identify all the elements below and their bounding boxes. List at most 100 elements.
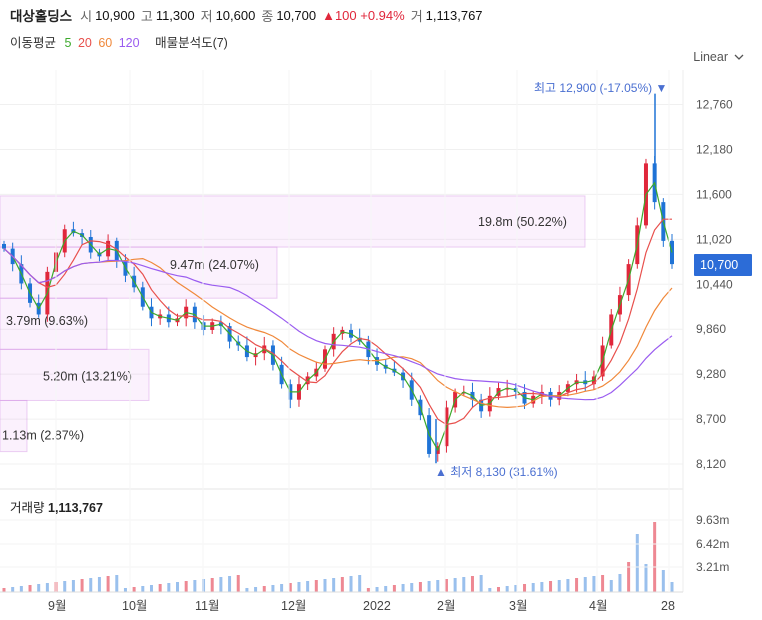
- volume-profile-label: 9.47m (24.07%): [170, 258, 259, 272]
- volume-bar: [236, 575, 240, 592]
- volume-header-label: 거래량: [10, 501, 45, 515]
- volume-bar: [531, 583, 535, 592]
- volume-bar: [80, 579, 84, 592]
- low-label: 저: [200, 8, 213, 24]
- volume-bar: [418, 582, 422, 592]
- volume-bar: [123, 588, 127, 592]
- volume-bar: [115, 575, 119, 592]
- volume-bar: [89, 578, 93, 592]
- volume-bar: [314, 580, 318, 592]
- volume-bar: [349, 576, 353, 592]
- y-tick-label: 9,860: [696, 322, 726, 336]
- volume-bar: [549, 581, 553, 592]
- volume-bar: [436, 580, 440, 592]
- high-value: 11,300: [155, 7, 195, 23]
- low-value: 10,600: [215, 7, 256, 23]
- volume-bar: [19, 586, 23, 592]
- volume-profile-label: 1.13m (2.87%): [2, 428, 84, 442]
- high-label: 고: [140, 8, 153, 24]
- volume-bar: [306, 581, 310, 592]
- volume-bar: [627, 562, 631, 592]
- volume-bar: [288, 583, 292, 592]
- volume-bar: [635, 534, 639, 592]
- ma120-label: 120: [118, 36, 140, 50]
- scale-label: Linear: [693, 50, 728, 64]
- ma60-label: 60: [98, 36, 113, 50]
- volume-bar: [2, 588, 6, 592]
- volume-bar: [644, 564, 648, 592]
- volume-bar: [583, 577, 587, 592]
- current-price-chip: 10,700: [694, 254, 752, 276]
- volume-bar: [332, 578, 336, 592]
- volume-bar: [106, 576, 110, 592]
- x-tick-label: 12월: [281, 599, 306, 613]
- volume-bar: [340, 577, 344, 592]
- x-tick-label: 4월: [589, 599, 607, 613]
- volume-bar: [653, 522, 657, 592]
- ma5-line: [3, 181, 673, 452]
- volume-bar: [523, 584, 527, 592]
- volume-bar: [158, 584, 162, 592]
- volume-bar: [28, 585, 32, 592]
- ma-title: 이동평균: [10, 36, 57, 50]
- volume-bar: [210, 578, 214, 592]
- volume-bar: [410, 583, 414, 592]
- volume-bar: [557, 580, 561, 592]
- volume-bar: [280, 584, 284, 592]
- ma-legend[interactable]: 이동평균 5 20 60 120 매물분석도(7): [10, 32, 233, 51]
- volume-bar: [228, 576, 232, 592]
- volume-header: 거래량 1,113,767: [10, 497, 103, 516]
- ma20-label: 20: [77, 36, 92, 50]
- volume-bar: [592, 576, 596, 592]
- y-tick-label: 12,180: [696, 142, 733, 156]
- y-tick-label: 12,760: [696, 98, 733, 112]
- scale-selector[interactable]: Linear: [693, 50, 744, 64]
- volume-profile-bar: [0, 399, 28, 453]
- volume-bar: [271, 585, 275, 592]
- x-tick-label: 28: [661, 599, 675, 613]
- x-tick-label: 2022: [363, 599, 391, 613]
- volume-bar: [219, 577, 223, 592]
- volume-bar: [470, 576, 474, 592]
- y-tick-label: 11,020: [696, 232, 732, 246]
- volume-bar: [323, 579, 327, 592]
- y-tick-label: 8,120: [696, 457, 726, 471]
- volume-bar: [601, 575, 605, 592]
- stock-name: 대상홀딩스: [10, 9, 73, 24]
- volume-bar: [132, 587, 136, 592]
- volume-bar: [453, 578, 457, 592]
- volume-bar: [366, 588, 370, 592]
- volume-bar: [609, 580, 613, 592]
- volume-profile-bar: [0, 348, 150, 401]
- volume-bar: [202, 579, 206, 592]
- volume-bar: [193, 580, 197, 592]
- ma60-line: [3, 248, 673, 409]
- chevron-down-icon: [734, 54, 744, 60]
- open-value: 10,900: [95, 7, 135, 23]
- volume-profile-bar: [0, 297, 108, 350]
- volume-tick-label: 6.42m: [696, 537, 729, 551]
- close-value: 10,700: [276, 7, 317, 23]
- volume-bar: [661, 570, 665, 592]
- volume-bar: [167, 583, 171, 592]
- volume-bar: [401, 584, 405, 592]
- volume-bar: [618, 574, 622, 592]
- candle-body: [2, 243, 6, 249]
- volume-bar: [540, 582, 544, 592]
- volume-bar: [245, 588, 249, 592]
- volume-bar: [479, 575, 483, 592]
- volume-bar: [141, 586, 145, 592]
- volume-bar: [45, 583, 49, 592]
- volume-bar: [505, 586, 509, 592]
- high-annotation: 최고 12,900 (-17.05%) ▼: [534, 81, 667, 95]
- ma120-line: [3, 248, 673, 401]
- volume-bar: [97, 577, 101, 592]
- low-annotation: ▲ 최저 8,130 (31.61%): [435, 465, 558, 479]
- x-tick-label: 3월: [509, 599, 527, 613]
- volume-bar: [427, 581, 431, 592]
- x-tick-label: 10월: [122, 599, 147, 613]
- quote-header: 대상홀딩스 시 10,900 고 11,300 저 10,600 종 10,70…: [10, 4, 489, 26]
- volume-bar: [384, 586, 388, 592]
- volume-bar: [184, 581, 188, 592]
